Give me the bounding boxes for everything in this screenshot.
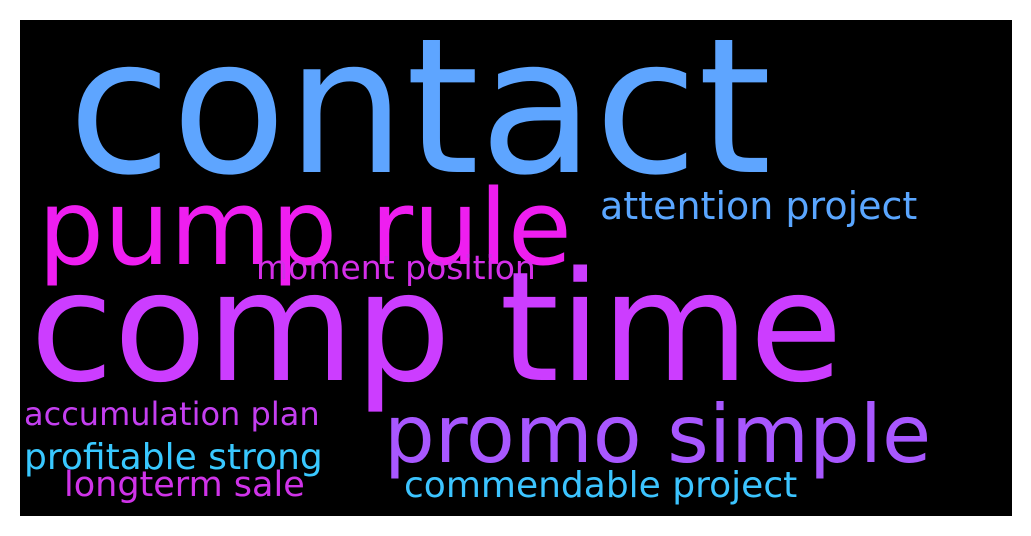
word-commendable-project: commendable project [404, 465, 798, 506]
word-comp-time: comp time [30, 239, 843, 416]
word-accumulation-plan: accumulation plan [24, 395, 320, 433]
word-profitable-strong: profitable strong [24, 437, 323, 478]
word-cloud-canvas: contact pump rule attention project mome… [20, 20, 1012, 516]
word-moment-position: moment position [256, 248, 536, 287]
word-longterm-sale: longterm sale [64, 465, 305, 505]
word-promo-simple: promo simple [384, 388, 932, 481]
word-contact: contact [68, 20, 772, 217]
word-attention-project: attention project [600, 184, 918, 228]
word-pump-rule: pump rule [38, 167, 572, 289]
